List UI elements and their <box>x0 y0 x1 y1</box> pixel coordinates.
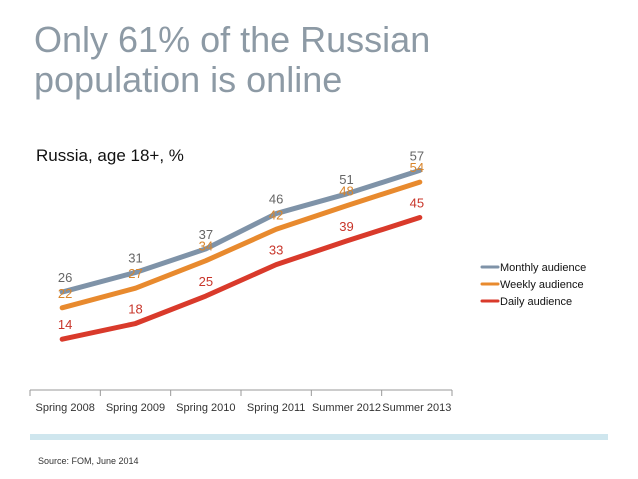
data-label: 25 <box>199 274 213 289</box>
x-tick-label: Spring 2009 <box>106 402 165 414</box>
data-label: 34 <box>199 239 213 254</box>
legend-label: Weekly audience <box>500 279 584 291</box>
data-label: 18 <box>128 302 142 317</box>
series-line-1 <box>59 167 423 295</box>
series-line-2 <box>59 179 423 311</box>
data-label: 48 <box>339 184 353 199</box>
x-tick-label: Spring 2010 <box>176 402 235 414</box>
data-label: 42 <box>269 207 283 222</box>
data-label: 39 <box>339 219 353 234</box>
legend-label: Monthly audience <box>500 262 586 274</box>
x-tick-label: Spring 2008 <box>36 402 95 414</box>
footer-divider <box>30 434 608 440</box>
x-tick-label: Summer 2012 <box>312 402 381 414</box>
data-label: 27 <box>128 266 142 281</box>
x-tick-label: Summer 2013 <box>382 402 451 414</box>
data-label: 54 <box>410 160 424 175</box>
data-label: 33 <box>269 243 283 258</box>
x-tick-label: Spring 2011 <box>247 402 306 414</box>
legend-label: Daily audience <box>500 296 572 308</box>
chart-title: Only 61% of the Russian population is on… <box>34 19 431 100</box>
data-label: 31 <box>128 250 142 265</box>
series-line-3 <box>59 214 423 342</box>
data-label: 57 <box>410 148 424 163</box>
line-chart: Spring 2008 Spring 2009 Spring 2010 Spring … <box>29 148 586 414</box>
data-label: 26 <box>58 270 72 285</box>
source-note: Source: FOM, June 2014 <box>38 456 139 466</box>
data-label: 51 <box>339 172 353 187</box>
data-label: 37 <box>199 227 213 242</box>
data-label: 46 <box>269 192 283 207</box>
data-label: 45 <box>410 195 424 210</box>
data-label: 14 <box>58 317 72 332</box>
chart-subtitle: Russia, age 18+, % <box>36 146 184 165</box>
data-label: 22 <box>58 286 72 301</box>
